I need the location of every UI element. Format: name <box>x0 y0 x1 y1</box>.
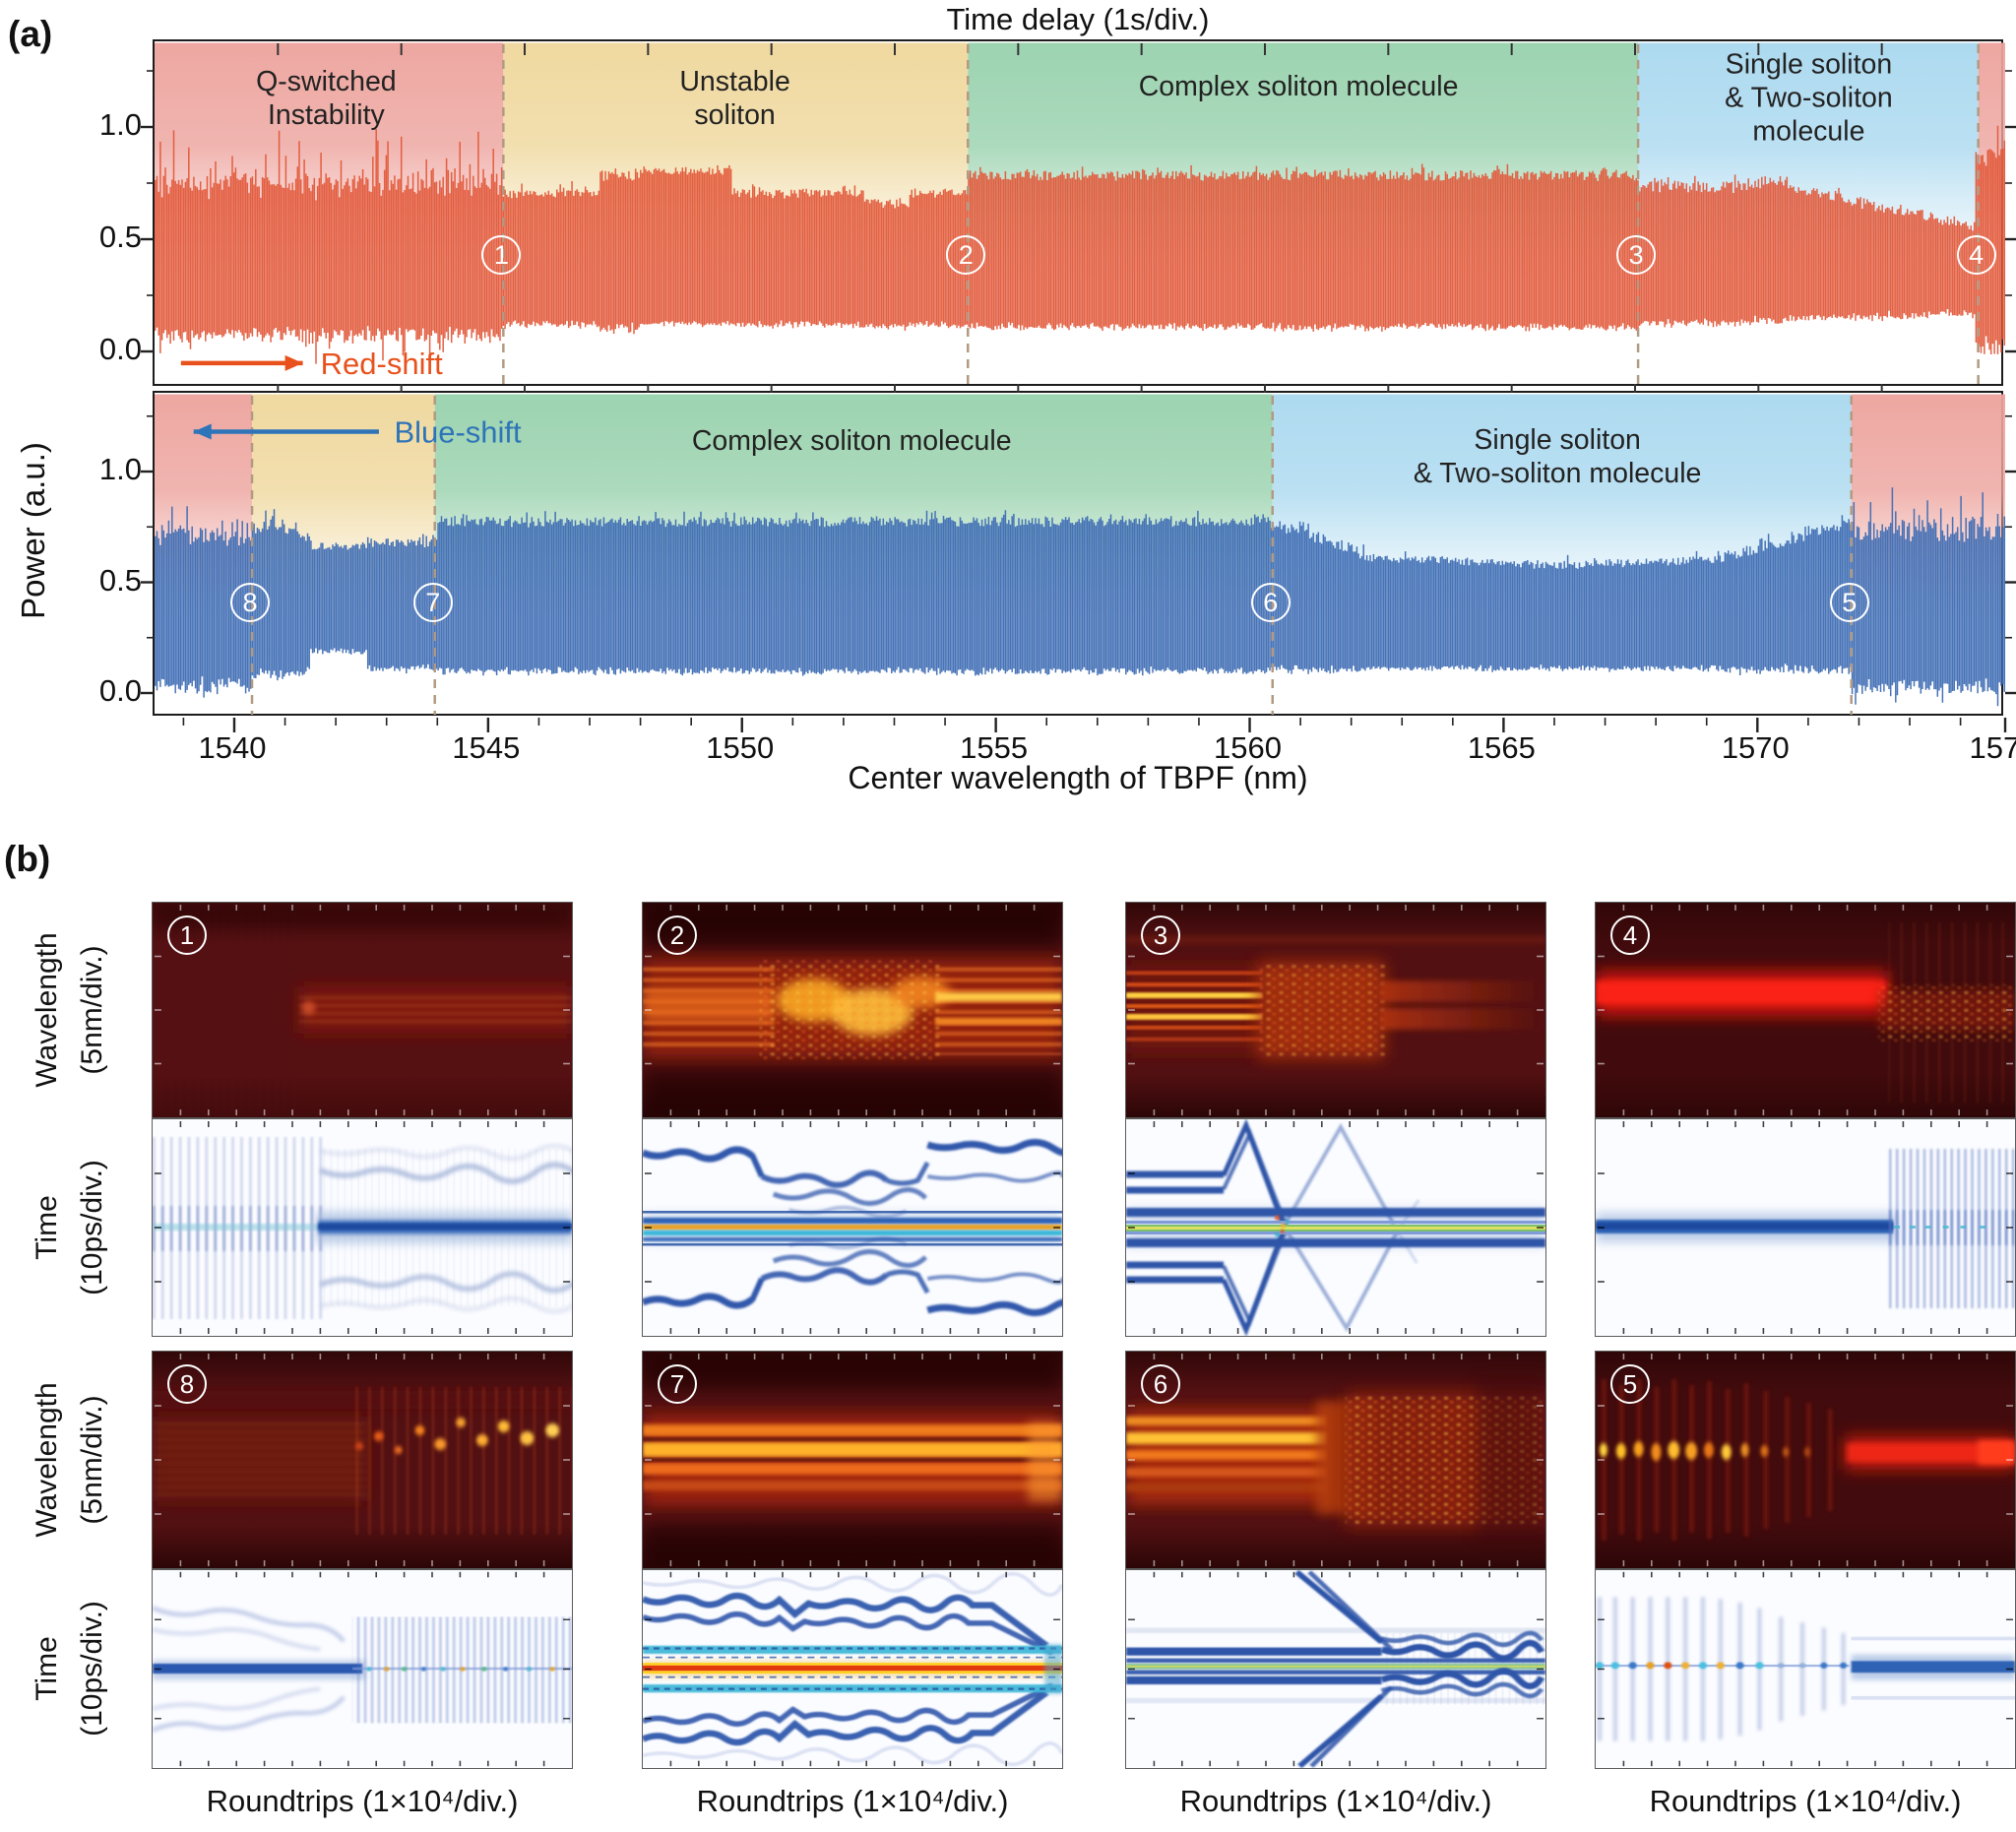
heatmap-time-1 <box>152 1118 573 1337</box>
heatmap-time-5 <box>1595 1569 2016 1769</box>
b-x-label-1: Roundtrips (1×10⁴/div.) <box>206 1784 519 1818</box>
panel-ticks <box>1597 1571 2014 1767</box>
power-trace <box>155 125 2006 364</box>
y-tick-label: 0.5 <box>98 220 142 254</box>
panel-ticks <box>1127 1354 1544 1566</box>
y-tick-label: 0.0 <box>98 673 142 708</box>
b-wavelength-unit-1: (5nm/div.) <box>76 945 108 1075</box>
panel-ticks <box>644 904 1061 1116</box>
panel-a-label: (a) <box>8 14 53 54</box>
heatmap-wavelength-7: 7 <box>642 1351 1063 1569</box>
panel-ticks <box>154 904 571 1116</box>
heatmap-time-7 <box>642 1569 1063 1769</box>
y-tick-label: 0.0 <box>98 332 142 366</box>
plot-svg-top: Red-shift <box>141 42 2016 387</box>
panel-b-label: (b) <box>4 839 51 879</box>
panel-ticks <box>154 1354 571 1566</box>
panel-number-8: 8 <box>167 1364 207 1404</box>
heatmap-wavelength-3: 3 <box>1125 902 1546 1118</box>
plot-blue-shift: Blue-shift <box>141 384 2016 732</box>
heatmap-wavelength-8: 8 <box>152 1351 573 1569</box>
power-trace <box>155 487 2006 707</box>
b-time-label-2: Time <box>31 1636 63 1701</box>
legend-label: Red-shift <box>321 347 443 381</box>
legend-arrowhead <box>193 423 212 440</box>
panel-number-6: 6 <box>1141 1364 1180 1404</box>
heatmap-time-8 <box>152 1569 573 1769</box>
heatmap-wavelength-1: 1 <box>152 902 573 1118</box>
y-tick-label: 1.0 <box>98 452 142 486</box>
b-time-unit-1: (10ps/div.) <box>76 1160 108 1295</box>
heatmap-time-6 <box>1125 1569 1546 1769</box>
b-x-label-4: Roundtrips (1×10⁴/div.) <box>1649 1784 1962 1818</box>
legend-arrowhead <box>284 354 303 371</box>
panel-ticks <box>1597 904 2014 1116</box>
plot-svg-bottom: Blue-shift <box>141 384 2016 732</box>
panel-number-1: 1 <box>167 916 207 955</box>
heatmap-wavelength-4: 4 <box>1595 902 2016 1118</box>
panel-ticks <box>1127 1571 1544 1767</box>
heatmap-wavelength-2: 2 <box>642 902 1063 1118</box>
b-wavelength-unit-2: (5nm/div.) <box>76 1395 108 1525</box>
panel-ticks <box>644 1121 1061 1334</box>
heatmap-wavelength-6: 6 <box>1125 1351 1546 1569</box>
legend-label: Blue-shift <box>394 415 522 450</box>
panel-number-2: 2 <box>658 916 697 955</box>
b-x-label-2: Roundtrips (1×10⁴/div.) <box>696 1784 1009 1818</box>
panel-ticks <box>1127 1121 1544 1334</box>
panel-number-4: 4 <box>1610 916 1650 955</box>
panel-number-7: 7 <box>658 1364 697 1404</box>
b-time-label-1: Time <box>31 1195 63 1260</box>
plot-red-shift: Red-shift <box>141 39 2016 387</box>
b-time-unit-2: (10ps/div.) <box>76 1601 108 1737</box>
panel-ticks <box>154 1571 571 1767</box>
panel-ticks <box>1597 1121 2014 1334</box>
panel-ticks <box>1597 1354 2014 1566</box>
panel-ticks <box>644 1571 1061 1767</box>
b-wavelength-label-1: Wavelength <box>31 932 63 1088</box>
panel-ticks <box>1127 904 1544 1116</box>
panel-number-5: 5 <box>1610 1364 1650 1404</box>
panel-number-3: 3 <box>1141 916 1180 955</box>
heatmap-wavelength-5: 5 <box>1595 1351 2016 1569</box>
top-axis-title: Time delay (1s/div.) <box>946 2 1210 36</box>
y-tick-label: 0.5 <box>98 562 142 598</box>
y-axis-title: Power (a.u.) <box>15 442 51 619</box>
b-x-label-3: Roundtrips (1×10⁴/div.) <box>1179 1784 1492 1818</box>
x-axis-title: Center wavelength of TBPF (nm) <box>848 760 1308 795</box>
heatmap-time-3 <box>1125 1118 1546 1337</box>
y-tick-label: 1.0 <box>98 107 142 142</box>
heatmap-time-2 <box>642 1118 1063 1337</box>
panel-ticks <box>154 1121 571 1334</box>
panel-ticks <box>644 1354 1061 1566</box>
heatmap-time-4 <box>1595 1118 2016 1337</box>
b-wavelength-label-2: Wavelength <box>31 1382 63 1538</box>
